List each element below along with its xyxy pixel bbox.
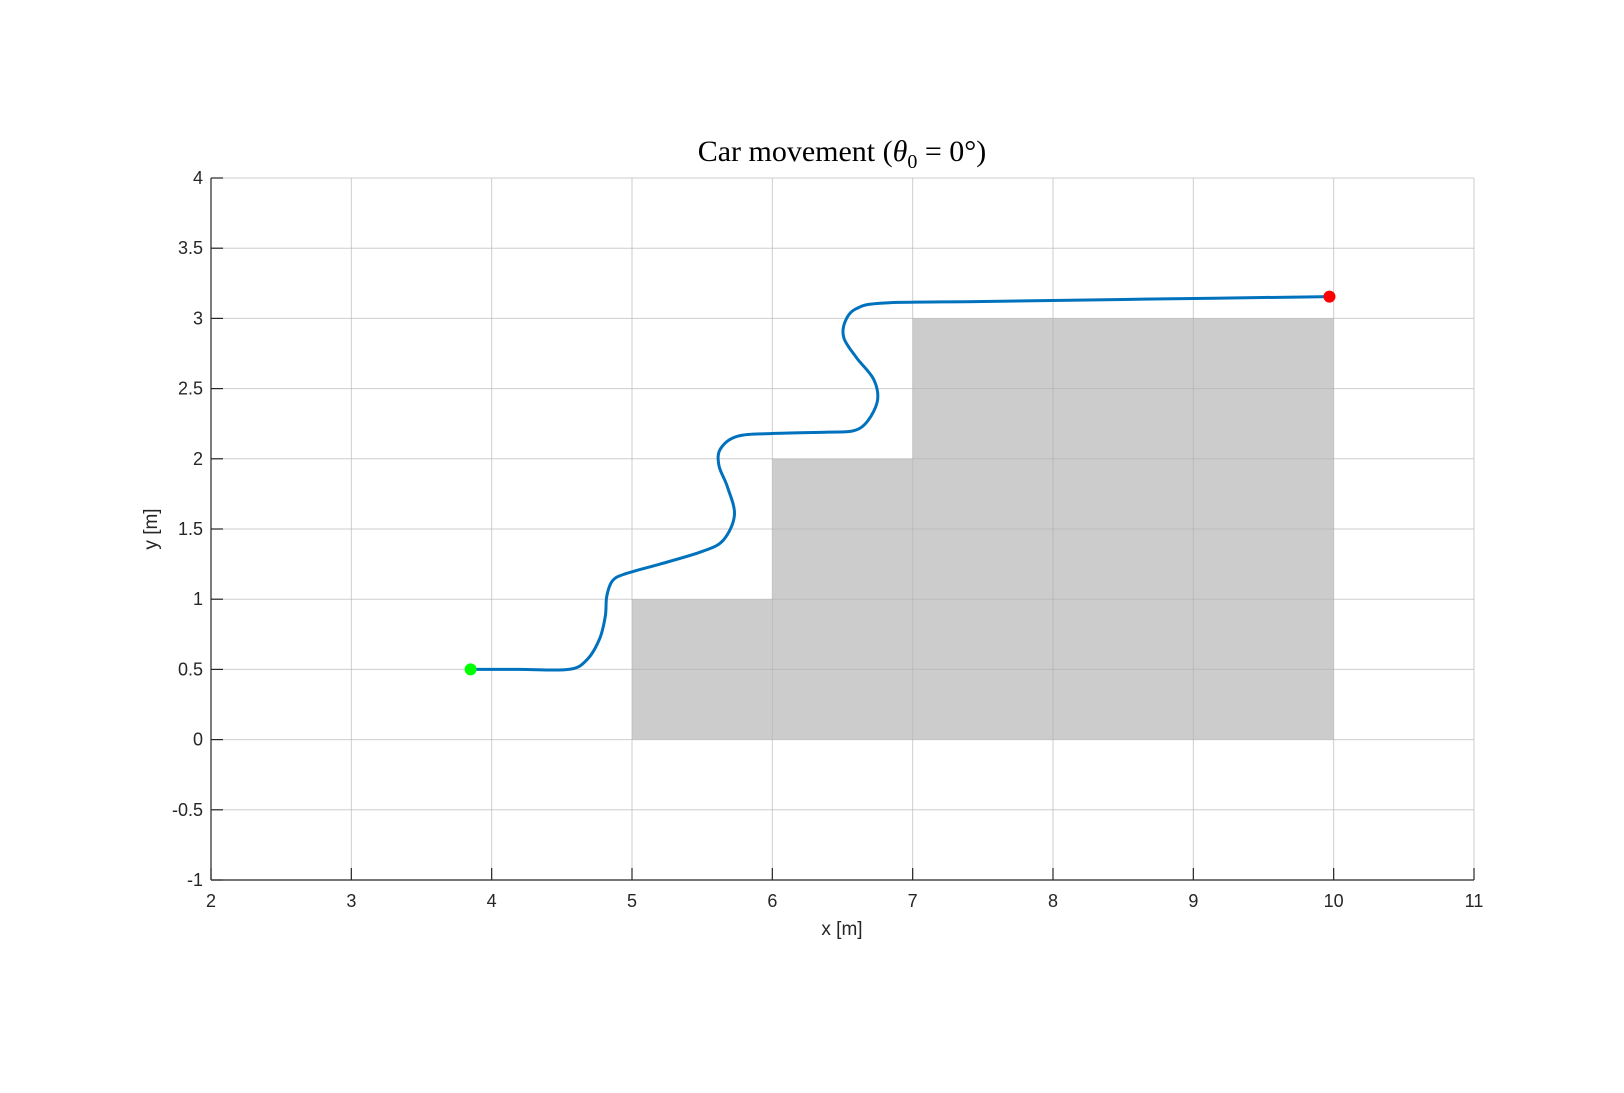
series	[464, 290, 1336, 676]
obstacle-rect	[912, 318, 1334, 740]
obstacle-rect	[772, 458, 913, 740]
y-tick-label: -1	[187, 870, 203, 890]
end-point-marker	[1323, 290, 1336, 303]
x-tick-label: 11	[1465, 891, 1484, 911]
y-tick-label: -0.5	[172, 800, 203, 820]
y-tick-label: 4	[193, 168, 203, 188]
trajectory-line	[470, 295, 1330, 672]
x-tick-label: 6	[767, 891, 777, 911]
y-axis-label: y [m]	[141, 508, 162, 549]
x-tick-label: 7	[908, 891, 918, 911]
y-tick-label: 2	[193, 449, 203, 469]
y-tick-label: 1	[193, 589, 203, 609]
y-tick-label: 0	[193, 730, 203, 750]
grid-overlay	[210, 177, 1475, 881]
obstacles	[632, 318, 1334, 740]
x-tick-label: 2	[206, 891, 216, 911]
x-tick-label: 10	[1324, 891, 1344, 911]
y-tick-label: 3.5	[178, 238, 203, 258]
y-tick-label: 0.5	[178, 659, 203, 679]
start-point-marker	[464, 663, 477, 676]
x-tick-label: 3	[346, 891, 356, 911]
y-tick-label: 3	[193, 308, 203, 328]
y-tick-label: 1.5	[178, 519, 203, 539]
obstacle-rect	[632, 599, 773, 740]
x-axis-label: x [m]	[821, 919, 862, 940]
y-tick-label: 2.5	[178, 379, 203, 399]
axes: 2 3 4 5 6 7 8 9 10 11 -1 -0.5 0 0.5 1 1.5 2 2.5 3 3.5 4	[172, 168, 1483, 911]
x-tick-label: 9	[1188, 891, 1198, 911]
x-tick-label: 8	[1048, 891, 1058, 911]
x-tick-label: 4	[487, 891, 497, 911]
chart-title: Car movement (θ0 = 0°)	[698, 135, 987, 173]
x-tick-label: 5	[627, 891, 637, 911]
